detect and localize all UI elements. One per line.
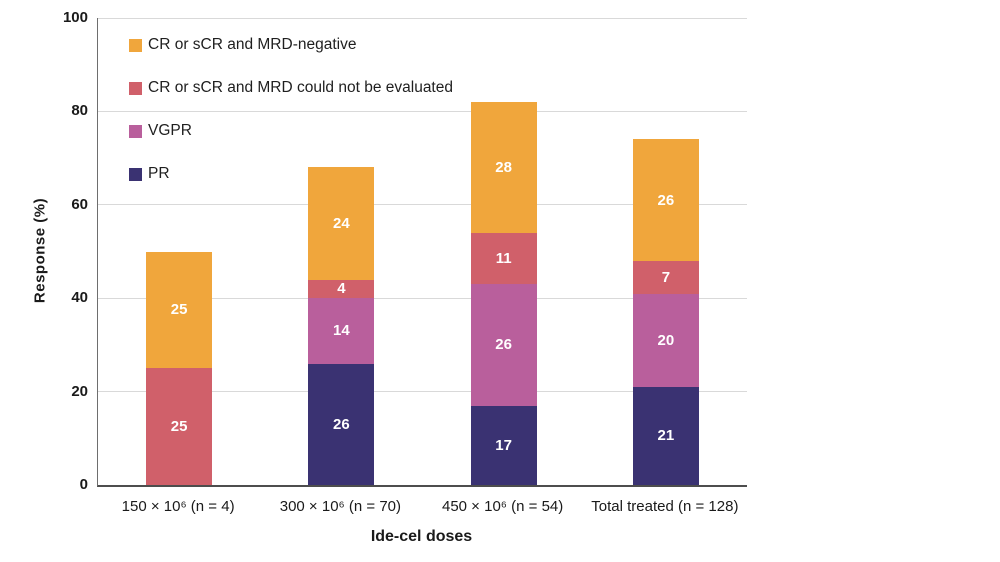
bar-group-4: 21 20 7 26 xyxy=(632,18,699,485)
y-tick-label-20: 20 xyxy=(71,382,88,400)
x-tick-label-1: 150 × 10⁶ (n = 4) xyxy=(121,497,235,515)
bar-value-label: 20 xyxy=(657,331,675,349)
gridline-40 xyxy=(98,297,747,299)
bar-group-2: 26 14 4 24 xyxy=(308,18,375,485)
legend-label: CR or sCR and MRD-negative xyxy=(148,36,357,53)
bar-value-label: 4 xyxy=(337,280,346,298)
y-tick-label-60: 60 xyxy=(71,195,88,213)
bar-segment: 21 xyxy=(632,386,699,485)
bar-value-label: 26 xyxy=(333,415,350,433)
bar-value-label: 21 xyxy=(657,427,675,445)
bar-value-label: 25 xyxy=(170,418,188,436)
bar-value-label: 28 xyxy=(495,158,512,176)
legend-label: VGPR xyxy=(148,122,192,139)
bar-segment: 26 xyxy=(632,139,699,261)
legend-item-3: VGPR xyxy=(129,122,453,140)
bar-segment: 20 xyxy=(632,293,699,387)
bar-group-1: 25 25 xyxy=(146,18,213,485)
legend-swatch-icon xyxy=(129,38,142,52)
y-tick-label-40: 40 xyxy=(71,289,88,307)
bar-value-label: 7 xyxy=(661,268,671,286)
bar-segment: 25 xyxy=(146,368,213,485)
bar-segment: 25 xyxy=(146,251,213,369)
bar-segment: 26 xyxy=(308,363,375,485)
bar-segment: 7 xyxy=(632,260,699,294)
legend-label: PR xyxy=(148,165,170,182)
legend-swatch-icon xyxy=(129,124,142,138)
legend-item-4: PR xyxy=(129,165,453,183)
gridline-100 xyxy=(98,17,747,19)
legend-item-2: CR or sCR and MRD could not be evaluated xyxy=(129,79,453,97)
bar-value-label: 26 xyxy=(495,336,512,354)
bar-segment: 4 xyxy=(308,279,375,299)
legend-swatch-icon xyxy=(129,81,142,95)
bar-value-label: 25 xyxy=(170,301,188,319)
gridline-20 xyxy=(98,391,747,393)
bar-value-label: 17 xyxy=(495,436,512,454)
y-axis-title: Response (%) xyxy=(31,197,49,304)
legend-item-1: CR or sCR and MRD-negative xyxy=(129,36,453,54)
bar-value-label: 11 xyxy=(495,250,512,268)
gridline-80 xyxy=(98,110,747,112)
y-tick-label-80: 80 xyxy=(71,102,88,120)
y-tick-label-100: 100 xyxy=(62,9,88,26)
bar-segment: 28 xyxy=(470,102,537,233)
bar-segment: 11 xyxy=(470,232,537,285)
x-tick-label-3: 450 × 10⁶ (n = 54) xyxy=(441,497,564,515)
bar-segment: 24 xyxy=(308,167,375,280)
bar-segment: 17 xyxy=(470,405,537,485)
bar-segment: 14 xyxy=(308,298,375,364)
legend: CR or sCR and MRD-negative CR or sCR and … xyxy=(129,36,453,208)
gridline-60 xyxy=(98,204,747,206)
legend-swatch-icon xyxy=(129,167,142,181)
bar-value-label: 26 xyxy=(657,191,675,209)
x-axis-title: Ide-cel doses xyxy=(370,528,473,545)
y-tick-label-0: 0 xyxy=(79,476,88,493)
bar-value-label: 24 xyxy=(333,214,350,232)
x-tick-label-4: Total treated (n = 128) xyxy=(591,497,739,515)
plot-area: 25 25 26 14 4 24 17 26 11 28 21 20 7 26 CR or sCR and… xyxy=(97,17,747,487)
legend-label: CR or sCR and MRD could not be evaluated xyxy=(148,79,453,96)
bar-group-3: 17 26 11 28 xyxy=(470,18,537,485)
bar-segment: 26 xyxy=(470,284,537,406)
bar-value-label: 14 xyxy=(333,322,350,340)
x-tick-label-2: 300 × 10⁶ (n = 70) xyxy=(279,497,401,515)
